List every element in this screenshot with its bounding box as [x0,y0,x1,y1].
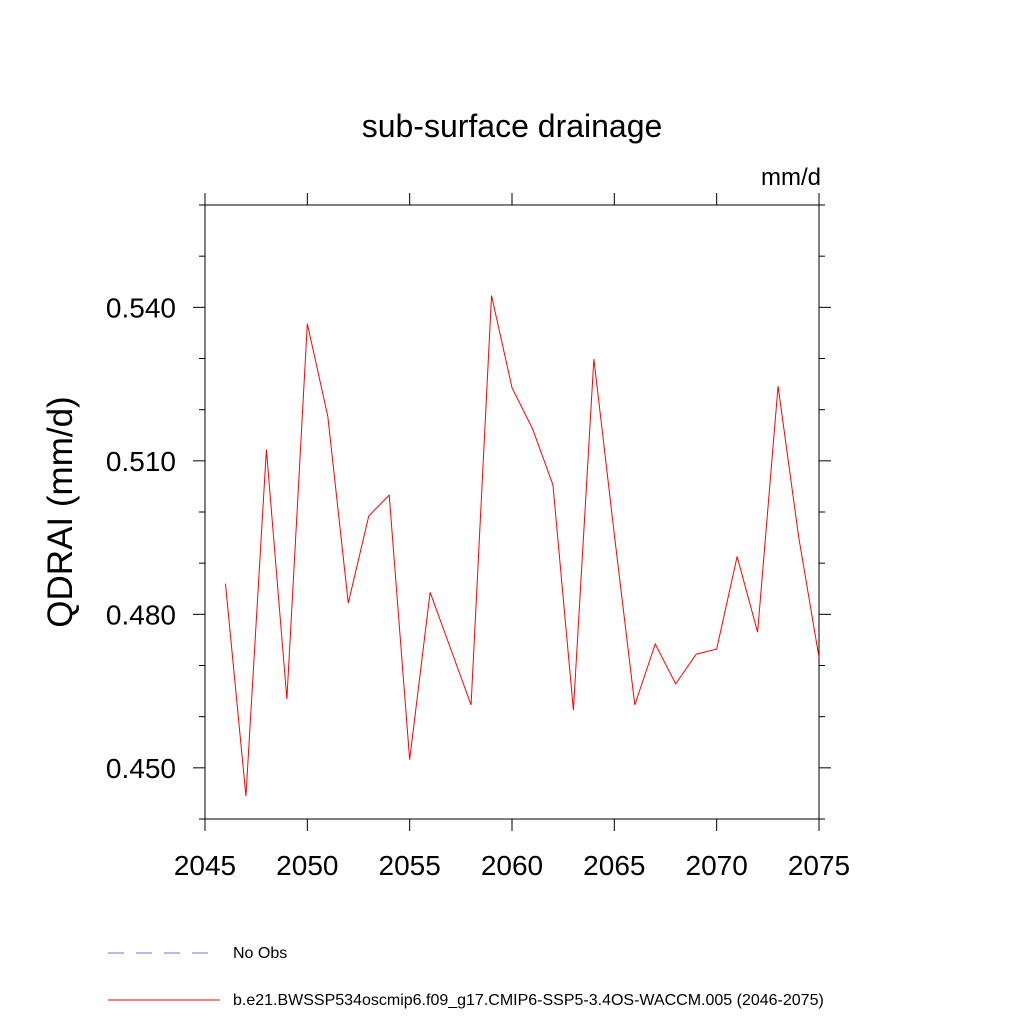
legend: No Obs b.e21.BWSSP534oscmip6.f09_g17.CMI… [108,945,824,1009]
x-tick-label: 2045 [174,850,236,881]
y-axis-label: QDRAI (mm/d) [41,396,80,627]
legend-label-no-obs: No Obs [233,945,287,962]
y-tick-label: 0.480 [106,599,176,630]
x-tick-label: 2060 [481,850,543,881]
x-tick-label: 2050 [276,850,338,881]
tick-labels: 2045 2050 2055 2060 2065 2070 2075 0.450 0.480 0.… [106,292,850,881]
x-tick-label: 2055 [379,850,441,881]
x-tick-label: 2075 [788,850,850,881]
y-tick-label: 0.450 [106,753,176,784]
y-tick-label: 0.540 [106,292,176,323]
x-tick-label: 2070 [686,850,748,881]
series-line-0 [224,295,820,797]
units-label: mm/d [761,164,821,191]
y-tick-label: 0.510 [106,446,176,477]
data-series [224,295,820,797]
axis-ticks [193,193,831,831]
legend-label-model-run: b.e21.BWSSP534oscmip6.f09_g17.CMIP6-SSP5… [233,992,824,1009]
x-tick-label: 2065 [583,850,645,881]
chart-title: sub-surface drainage [362,108,663,144]
